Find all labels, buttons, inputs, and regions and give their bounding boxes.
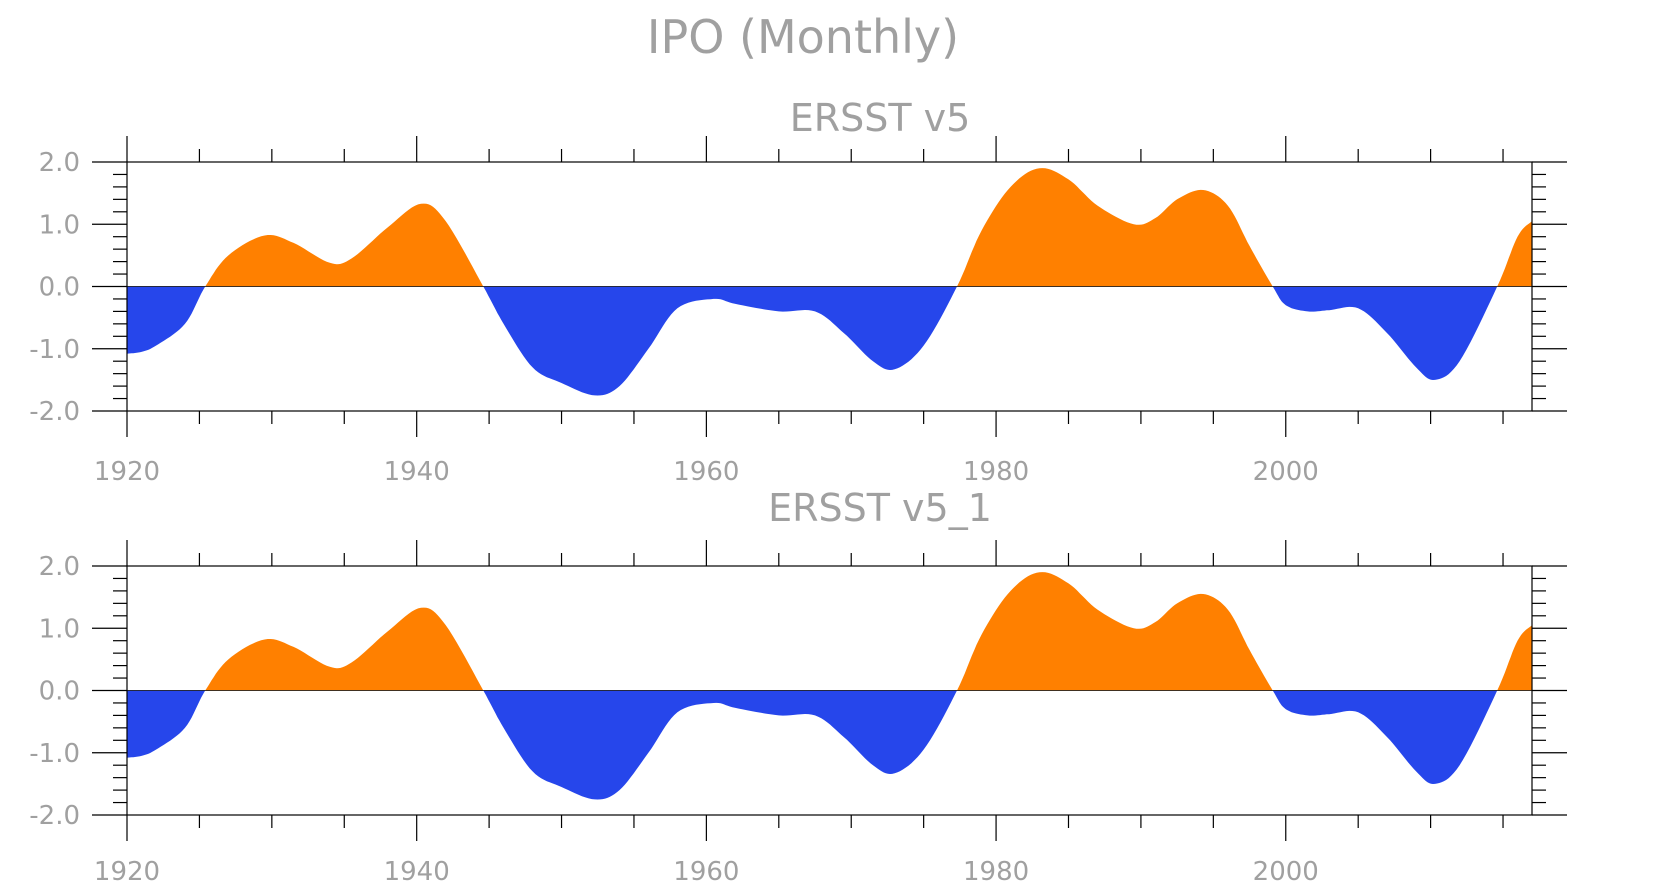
negative-area	[1272, 286, 1498, 380]
positive-area-layer	[205, 168, 1532, 287]
positive-area	[957, 168, 1273, 287]
x-tick-label: 2000	[1253, 857, 1319, 887]
positive-area	[1497, 625, 1532, 691]
positive-area	[957, 572, 1273, 691]
y-tick-label: 2.0	[39, 552, 80, 582]
positive-area	[205, 203, 484, 287]
y-tick-label: -2.0	[29, 801, 80, 831]
y-tick-label: 0.0	[39, 677, 80, 707]
x-tick-label: 1960	[673, 457, 739, 487]
negative-area	[483, 690, 957, 800]
y-tick-label: -2.0	[29, 397, 80, 427]
tick-label-layer: 1920 1940 1960 1980 2000 2.0 1.0 0.0 -1.0 -2.0	[29, 552, 1319, 887]
y-tick-label: -1.0	[29, 335, 80, 365]
panel-title: ERSST v5	[790, 96, 971, 140]
y-tick-label: 2.0	[39, 148, 80, 178]
figure-title: IPO (Monthly)	[647, 10, 959, 64]
x-tick-label: 1920	[94, 857, 160, 887]
tick-label-layer: 1920 1940 1960 1980 2000 2.0 1.0 0.0 -1.0 -2.0	[29, 148, 1319, 487]
y-tick-label: 1.0	[39, 614, 80, 644]
negative-area-layer	[127, 286, 1498, 396]
panel-ersst-v5: ERSST v5 1920 1940 1960 1980 2000 2.0 1.0 0.0 -1…	[29, 96, 1567, 487]
x-tick-label: 1940	[384, 857, 450, 887]
positive-area-layer	[205, 572, 1532, 691]
x-tick-label: 1980	[963, 457, 1029, 487]
tick-layer	[92, 136, 1567, 437]
panel-ersst-v5-1: ERSST v5_1 1920 1940 1960 1980 2000 2.0 1.0 0.0…	[29, 486, 1567, 887]
tick-layer	[92, 540, 1567, 841]
negative-area	[483, 286, 957, 396]
negative-area	[1272, 690, 1498, 784]
x-tick-label: 1980	[963, 857, 1029, 887]
x-tick-label: 1960	[673, 857, 739, 887]
x-tick-label: 2000	[1253, 457, 1319, 487]
x-tick-label: 1920	[94, 457, 160, 487]
positive-area	[1497, 221, 1532, 287]
negative-area	[127, 690, 206, 758]
positive-area	[205, 607, 484, 691]
panel-title: ERSST v5_1	[768, 486, 992, 530]
y-tick-label: 0.0	[39, 273, 80, 303]
negative-area	[127, 286, 206, 354]
x-tick-label: 1940	[384, 457, 450, 487]
negative-area-layer	[127, 690, 1498, 800]
y-tick-label: -1.0	[29, 739, 80, 769]
y-tick-label: 1.0	[39, 210, 80, 240]
